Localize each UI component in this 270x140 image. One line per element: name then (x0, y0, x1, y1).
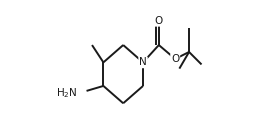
Text: O: O (155, 16, 163, 26)
Text: H$_2$N: H$_2$N (56, 87, 77, 101)
Text: O: O (171, 54, 179, 64)
Text: N: N (139, 57, 147, 67)
